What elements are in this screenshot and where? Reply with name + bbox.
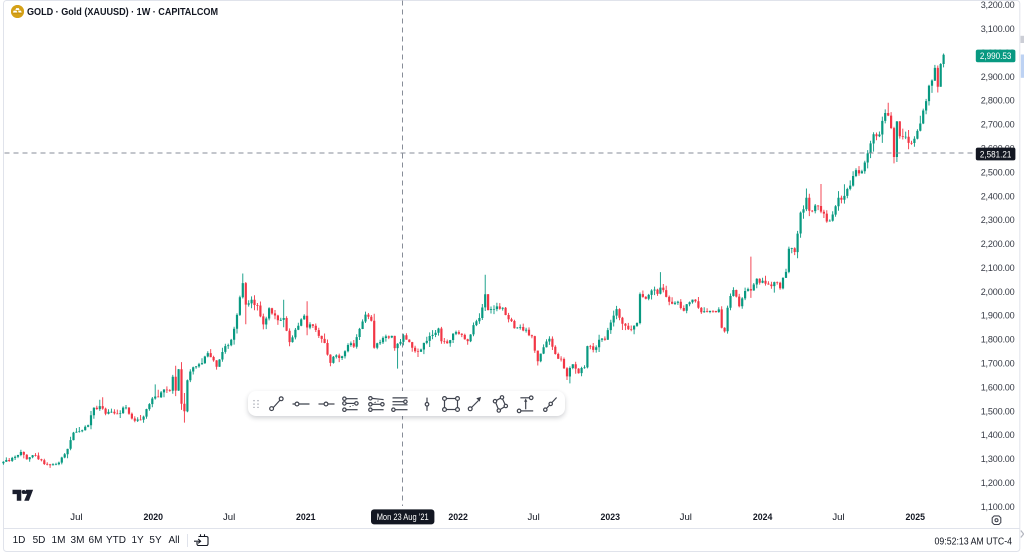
svg-text:2021: 2021 <box>296 512 316 523</box>
svg-text:2,200.00: 2,200.00 <box>981 239 1015 250</box>
svg-text:1,500.00: 1,500.00 <box>981 406 1015 417</box>
svg-text:3,200.00: 3,200.00 <box>981 0 1015 11</box>
svg-text:1,200.00: 1,200.00 <box>981 478 1015 489</box>
svg-text:2025: 2025 <box>906 512 926 523</box>
svg-text:2020: 2020 <box>143 512 163 523</box>
svg-text:Jul: Jul <box>680 512 692 523</box>
svg-text:1,900.00: 1,900.00 <box>981 311 1015 322</box>
svg-text:GOLD · Gold (XAUUSD) · 1W · CA: GOLD · Gold (XAUUSD) · 1W · CAPITALCOM <box>27 7 218 18</box>
svg-text:2,300.00: 2,300.00 <box>981 215 1015 226</box>
svg-text:Jul: Jul <box>223 512 235 523</box>
svg-text:1,300.00: 1,300.00 <box>981 454 1015 465</box>
svg-text:2,900.00: 2,900.00 <box>981 72 1015 83</box>
svg-text:1,400.00: 1,400.00 <box>981 430 1015 441</box>
svg-text:1,600.00: 1,600.00 <box>981 382 1015 393</box>
svg-text:Mon 23 Aug ’21: Mon 23 Aug ’21 <box>377 512 429 523</box>
svg-text:Jul: Jul <box>832 512 844 523</box>
svg-text:2,400.00: 2,400.00 <box>981 191 1015 202</box>
svg-text:1,700.00: 1,700.00 <box>981 359 1015 370</box>
svg-text:2,000.00: 2,000.00 <box>981 287 1015 298</box>
svg-text:2,990.53: 2,990.53 <box>980 51 1012 62</box>
svg-text:2023: 2023 <box>601 512 621 523</box>
svg-text:2022: 2022 <box>448 512 468 523</box>
svg-text:09:52:13 AM UTC-4: 09:52:13 AM UTC-4 <box>935 537 1013 548</box>
svg-text:2,100.00: 2,100.00 <box>981 263 1015 274</box>
svg-text:2,500.00: 2,500.00 <box>981 167 1015 178</box>
svg-text:1,100.00: 1,100.00 <box>981 502 1015 513</box>
svg-text:1,800.00: 1,800.00 <box>981 335 1015 346</box>
svg-text:Jul: Jul <box>70 512 82 523</box>
svg-text:3,100.00: 3,100.00 <box>981 24 1015 35</box>
svg-text:2,700.00: 2,700.00 <box>981 120 1015 131</box>
svg-text:Jul: Jul <box>527 512 539 523</box>
svg-text:2024: 2024 <box>753 512 773 523</box>
svg-text:2,581.21: 2,581.21 <box>980 149 1012 160</box>
svg-text:2,800.00: 2,800.00 <box>981 96 1015 107</box>
